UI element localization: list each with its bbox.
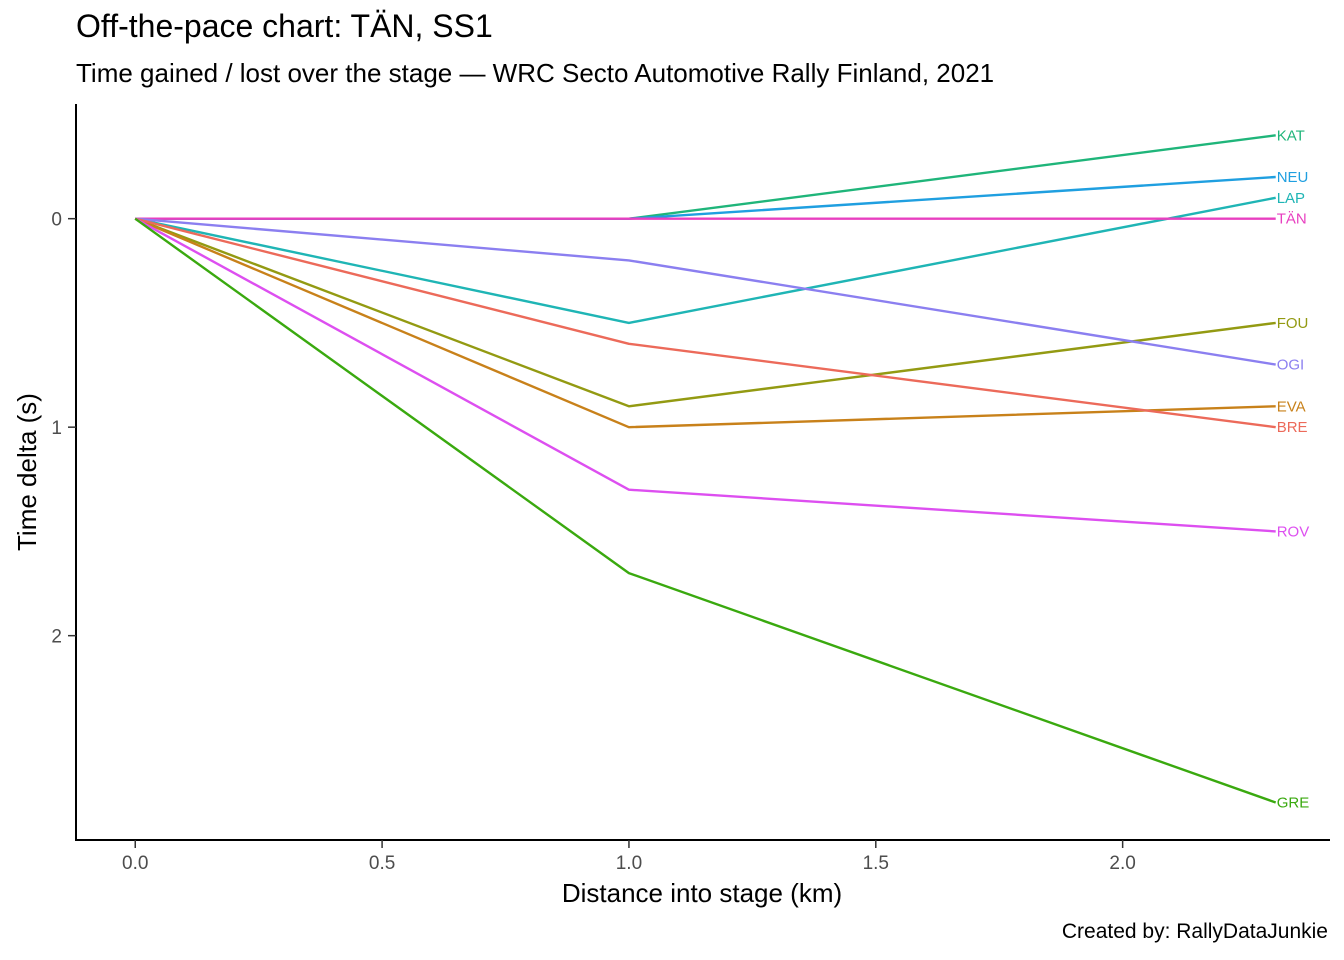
series-label-lap: LAP — [1277, 190, 1305, 207]
series-line-lap — [134, 196, 1276, 325]
series-label-rov: ROV — [1277, 523, 1310, 540]
series-line-kat — [135, 134, 1276, 220]
series-labels: KAT NEU LAP TÄN FOU OGI EVA BRE ROV GRE — [1277, 127, 1310, 811]
y-tick-label: 2 — [51, 627, 62, 648]
series-label-kat: KAT — [1277, 127, 1305, 144]
series-label-ogi: OGI — [1277, 357, 1305, 374]
series-line-gre — [134, 217, 1277, 804]
x-tick-label: 1.5 — [863, 853, 889, 874]
y-tick-label: 0 — [51, 210, 62, 231]
series-label-bre: BRE — [1277, 419, 1308, 436]
x-tick-label: 2.0 — [1109, 853, 1135, 874]
x-axis-title: Distance into stage (km) — [562, 878, 842, 908]
series-label-tän: TÄN — [1277, 211, 1307, 228]
x-tick-label: 0.0 — [122, 853, 148, 874]
chart-title: Off-the-pace chart: TÄN, SS1 — [76, 8, 493, 44]
series-line-ogi — [135, 217, 1276, 366]
series-line-rov — [134, 217, 1276, 533]
caption: Created by: RallyDataJunkie — [1061, 920, 1328, 943]
y-axis-title: Time delta (s) — [12, 393, 42, 551]
chart-subtitle: Time gained / lost over the stage — WRC … — [76, 58, 995, 88]
x-axis-ticks: 0.0 0.5 1.0 1.5 2.0 — [122, 840, 1136, 874]
series-line-eva — [134, 217, 1276, 429]
series-label-eva: EVA — [1277, 398, 1306, 415]
series-label-neu: NEU — [1277, 169, 1309, 186]
x-tick-label: 1.0 — [616, 853, 642, 874]
series-label-fou: FOU — [1277, 315, 1309, 332]
series-line-neu — [135, 175, 1276, 220]
y-axis-ticks: 0 1 2 — [51, 210, 76, 648]
y-tick-label: 1 — [51, 418, 62, 439]
series-lines — [134, 134, 1277, 804]
x-tick-label: 0.5 — [369, 853, 395, 874]
series-label-gre: GRE — [1277, 794, 1310, 811]
series-line-bre — [134, 217, 1276, 429]
series-line-fou — [134, 217, 1276, 408]
